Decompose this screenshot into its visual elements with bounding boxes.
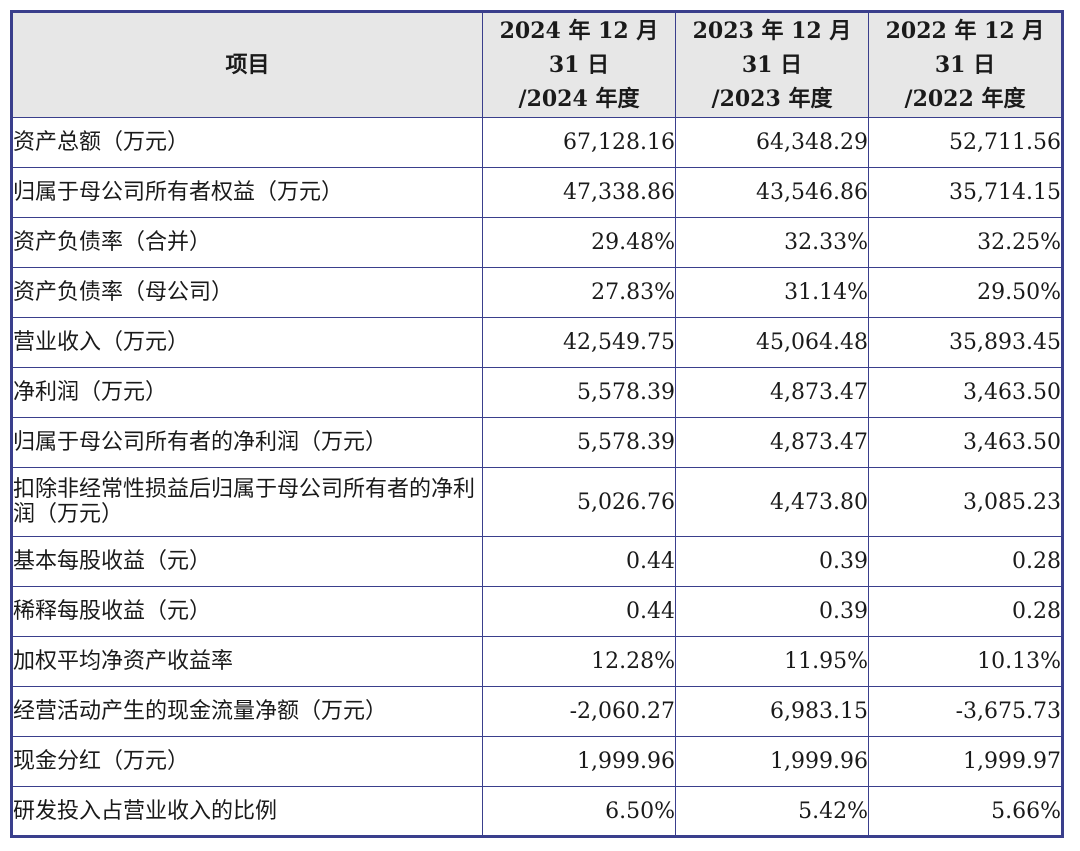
value-2022: 10.13% [868, 636, 1063, 687]
value-2024: 5,578.39 [482, 417, 676, 468]
row-label: 归属于母公司所有者权益（万元） [11, 167, 483, 218]
value-2022: 5.66% [868, 786, 1063, 837]
value-2023: 5.42% [675, 786, 869, 837]
header-year-2022-line2: 31 日 [934, 52, 996, 78]
value-2023: 43,546.86 [675, 167, 869, 218]
value-2022: 29.50% [868, 267, 1063, 318]
row-label: 资产总额（万元） [11, 117, 483, 168]
value-2022: 32.25% [868, 217, 1063, 268]
value-2024: 29.48% [482, 217, 676, 268]
value-2023: 0.39 [675, 586, 869, 637]
value-2023: 45,064.48 [675, 317, 869, 368]
value-2024: 42,549.75 [482, 317, 676, 368]
row-label: 资产负债率（合并） [11, 217, 483, 268]
table-row: 营业收入（万元） 42,549.75 45,064.48 35,893.45 [11, 317, 1063, 368]
value-2023: 4,473.80 [675, 467, 869, 537]
header-year-2024: 2024 年 12 月 31 日 /2024 年度 [482, 11, 676, 118]
header-year-2023-line1: 2023 年 12 月 [692, 18, 852, 44]
table-row: 净利润（万元） 5,578.39 4,873.47 3,463.50 [11, 367, 1063, 418]
table-row: 资产总额（万元） 67,128.16 64,348.29 52,711.56 [11, 117, 1063, 168]
value-2024: 6.50% [482, 786, 676, 837]
value-2024: 47,338.86 [482, 167, 676, 218]
value-2022: 35,714.15 [868, 167, 1063, 218]
value-2023: 32.33% [675, 217, 869, 268]
header-year-2024-line3: /2024 年度 [518, 86, 640, 112]
value-2024: 27.83% [482, 267, 676, 318]
value-2023: 11.95% [675, 636, 869, 687]
value-2024: 0.44 [482, 586, 676, 637]
row-label: 基本每股收益（元） [11, 536, 483, 587]
header-year-2022-line3: /2022 年度 [904, 86, 1026, 112]
value-2023: 31.14% [675, 267, 869, 318]
table-row: 归属于母公司所有者权益（万元） 47,338.86 43,546.86 35,7… [11, 167, 1063, 218]
value-2024: 0.44 [482, 536, 676, 587]
value-2023: 0.39 [675, 536, 869, 587]
header-year-2023: 2023 年 12 月 31 日 /2023 年度 [675, 11, 869, 118]
row-label: 研发投入占营业收入的比例 [11, 786, 483, 837]
header-year-2023-line2: 31 日 [741, 52, 803, 78]
value-2022: 1,999.97 [868, 736, 1063, 787]
row-label: 归属于母公司所有者的净利润（万元） [11, 417, 483, 468]
financial-summary-table: 项目 2024 年 12 月 31 日 /2024 年度 2023 年 12 月… [10, 10, 1064, 838]
value-2022: 35,893.45 [868, 317, 1063, 368]
header-year-2022-line1: 2022 年 12 月 [885, 18, 1045, 44]
row-label: 加权平均净资产收益率 [11, 636, 483, 687]
row-label: 净利润（万元） [11, 367, 483, 418]
value-2023: 6,983.15 [675, 686, 869, 737]
value-2024: 1,999.96 [482, 736, 676, 787]
table-row: 资产负债率（母公司） 27.83% 31.14% 29.50% [11, 267, 1063, 318]
value-2022: 3,085.23 [868, 467, 1063, 537]
table-row: 经营活动产生的现金流量净额（万元） -2,060.27 6,983.15 -3,… [11, 686, 1063, 737]
value-2024: 5,026.76 [482, 467, 676, 537]
row-label: 营业收入（万元） [11, 317, 483, 368]
value-2023: 4,873.47 [675, 367, 869, 418]
value-2024: 12.28% [482, 636, 676, 687]
value-2022: 3,463.50 [868, 367, 1063, 418]
header-year-2024-line2: 31 日 [548, 52, 610, 78]
value-2022: 0.28 [868, 536, 1063, 587]
value-2024: 5,578.39 [482, 367, 676, 418]
header-year-2023-line3: /2023 年度 [711, 86, 833, 112]
row-label: 扣除非经常性损益后归属于母公司所有者的净利润（万元） [11, 467, 483, 537]
row-label: 现金分红（万元） [11, 736, 483, 787]
table-row: 加权平均净资产收益率 12.28% 11.95% 10.13% [11, 636, 1063, 687]
header-year-2022: 2022 年 12 月 31 日 /2022 年度 [868, 11, 1063, 118]
financial-table-container: 项目 2024 年 12 月 31 日 /2024 年度 2023 年 12 月… [10, 10, 1064, 838]
table-row: 稀释每股收益（元） 0.44 0.39 0.28 [11, 586, 1063, 637]
table-row: 资产负债率（合并） 29.48% 32.33% 32.25% [11, 217, 1063, 268]
header-item: 项目 [11, 11, 483, 118]
value-2022: 52,711.56 [868, 117, 1063, 168]
value-2023: 4,873.47 [675, 417, 869, 468]
row-label: 稀释每股收益（元） [11, 586, 483, 637]
table-header-row: 项目 2024 年 12 月 31 日 /2024 年度 2023 年 12 月… [11, 11, 1063, 118]
value-2022: -3,675.73 [868, 686, 1063, 737]
row-label: 资产负债率（母公司） [11, 267, 483, 318]
table-row: 扣除非经常性损益后归属于母公司所有者的净利润（万元） 5,026.76 4,47… [11, 467, 1063, 537]
header-year-2024-line1: 2024 年 12 月 [499, 18, 659, 44]
value-2022: 3,463.50 [868, 417, 1063, 468]
value-2024: 67,128.16 [482, 117, 676, 168]
table-row: 研发投入占营业收入的比例 6.50% 5.42% 5.66% [11, 786, 1063, 837]
value-2024: -2,060.27 [482, 686, 676, 737]
table-row: 归属于母公司所有者的净利润（万元） 5,578.39 4,873.47 3,46… [11, 417, 1063, 468]
table-row: 基本每股收益（元） 0.44 0.39 0.28 [11, 536, 1063, 587]
value-2023: 64,348.29 [675, 117, 869, 168]
row-label: 经营活动产生的现金流量净额（万元） [11, 686, 483, 737]
table-row: 现金分红（万元） 1,999.96 1,999.96 1,999.97 [11, 736, 1063, 787]
value-2023: 1,999.96 [675, 736, 869, 787]
value-2022: 0.28 [868, 586, 1063, 637]
